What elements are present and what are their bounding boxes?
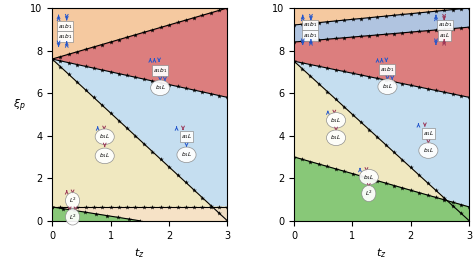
Y-axis label: $\xi_p$: $\xi_p$ — [13, 98, 26, 114]
Text: $a_1b_1$: $a_1b_1$ — [58, 22, 72, 31]
Text: $b_1L$: $b_1L$ — [99, 151, 110, 160]
Text: $b_1L$: $b_1L$ — [99, 132, 110, 141]
Text: $a_1b_1$: $a_1b_1$ — [153, 66, 167, 75]
Text: $b_1L$: $b_1L$ — [330, 133, 342, 142]
Text: $b_1L$: $b_1L$ — [363, 173, 374, 182]
Text: $a_1b_1$: $a_1b_1$ — [58, 32, 72, 41]
Text: $b_1L$: $b_1L$ — [330, 116, 342, 125]
Text: $a_1L$: $a_1L$ — [439, 31, 450, 40]
Text: $a_1b_1$: $a_1b_1$ — [380, 65, 395, 74]
Text: $L^2$: $L^2$ — [69, 196, 76, 205]
Text: $a_1L$: $a_1L$ — [423, 129, 434, 138]
Text: $b_1L$: $b_1L$ — [155, 83, 166, 92]
Text: $b_1L$: $b_1L$ — [423, 146, 434, 155]
Text: $b_1L$: $b_1L$ — [181, 150, 192, 159]
Text: $a_1b_1$: $a_1b_1$ — [438, 20, 452, 30]
Text: $a_1L$: $a_1L$ — [181, 132, 192, 141]
Text: $a_1b_1$: $a_1b_1$ — [303, 31, 318, 40]
Text: $L^2$: $L^2$ — [365, 189, 373, 198]
X-axis label: $t_z$: $t_z$ — [135, 246, 145, 260]
Text: $a_1b_1$: $a_1b_1$ — [303, 20, 318, 30]
X-axis label: $t_z$: $t_z$ — [376, 246, 387, 260]
Text: $b_1L$: $b_1L$ — [382, 82, 393, 91]
Text: $L^2$: $L^2$ — [69, 212, 76, 222]
